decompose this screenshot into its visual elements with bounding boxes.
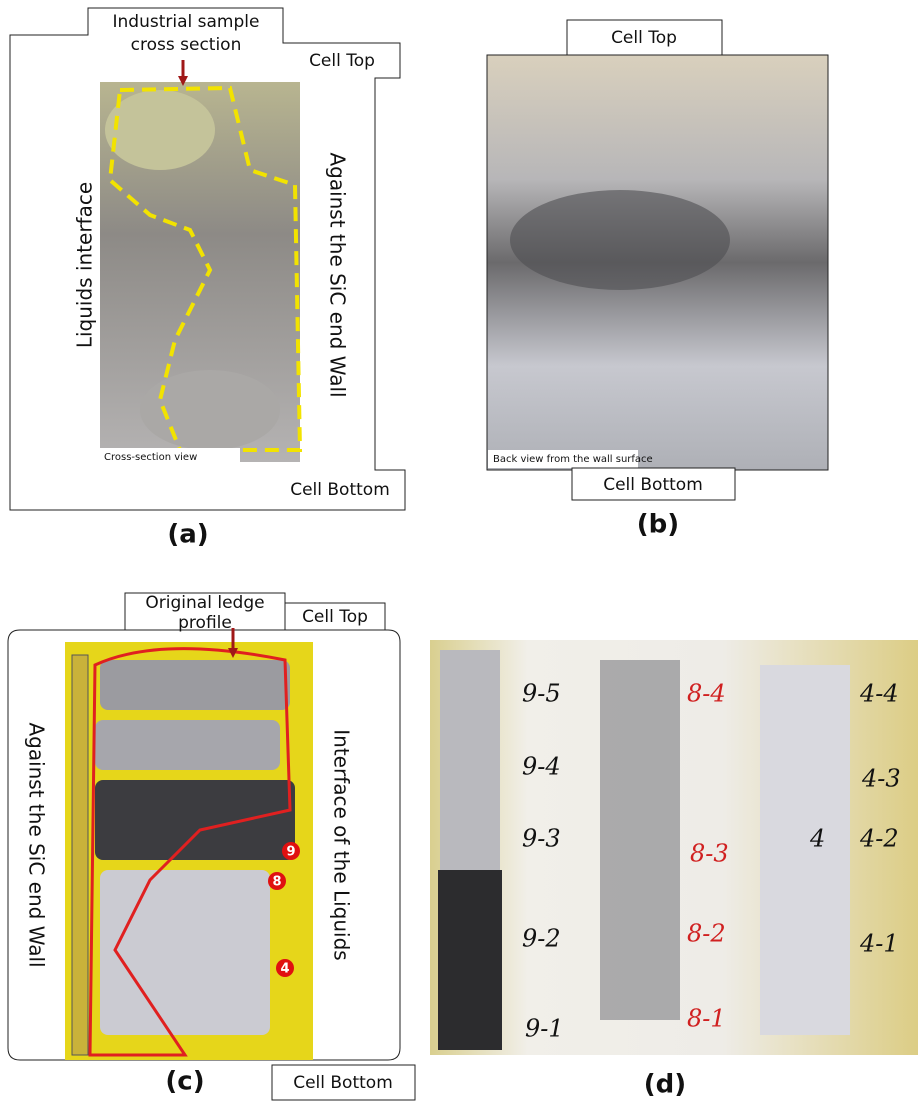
panel-label: (b) xyxy=(637,510,679,540)
sample-tag: 8-4 xyxy=(687,680,726,708)
caption: Original ledge xyxy=(145,593,264,613)
photo-detail xyxy=(140,370,280,450)
marker-label: 8 xyxy=(272,875,281,890)
photo-detail xyxy=(105,90,215,170)
sample-tag: 4 xyxy=(809,825,825,853)
sample-tag: 4-4 xyxy=(859,680,899,708)
sample-tag: 4-2 xyxy=(859,825,899,853)
sample-tag: 9-2 xyxy=(522,925,561,953)
marker-label: 9 xyxy=(286,845,295,860)
panel-label: (a) xyxy=(167,520,208,550)
sample-tag: 8-3 xyxy=(690,840,729,868)
caption: cross section xyxy=(131,35,242,55)
top-label: Cell Top xyxy=(611,28,677,48)
view-label: Back view from the wall surface xyxy=(493,454,653,465)
photo-detail xyxy=(510,190,730,290)
sample xyxy=(438,870,502,1050)
side-label: Interface of the Liquids xyxy=(330,729,354,960)
top-label: Cell Top xyxy=(302,607,368,627)
sample-tag: 9-1 xyxy=(525,1015,564,1043)
figure: Industrial sample cross section Cell Top… xyxy=(0,0,919,1106)
sample-tag: 9-5 xyxy=(522,680,561,708)
view-label: Cross-section view xyxy=(104,452,197,463)
side-label: Against the SiC end Wall xyxy=(326,152,350,397)
sample-tag: 4-3 xyxy=(861,765,901,793)
caption: Industrial sample xyxy=(113,12,260,32)
sample xyxy=(600,660,680,1020)
bottom-label: Cell Bottom xyxy=(603,475,703,495)
side-label: Against the SiC end Wall xyxy=(25,722,49,967)
panel-label: (d) xyxy=(644,1070,686,1100)
bottom-label: Cell Bottom xyxy=(290,480,390,500)
sample-tag: 9-4 xyxy=(522,753,561,781)
marker-label: 4 xyxy=(280,962,289,977)
sample-tag: 4-1 xyxy=(859,930,899,958)
side-label: Liquids interface xyxy=(73,182,97,348)
caption: profile xyxy=(178,613,232,633)
sample-tag: 9-3 xyxy=(522,825,561,853)
sample xyxy=(760,665,850,1035)
sample-tag: 8-1 xyxy=(687,1005,726,1033)
sample-tag: 8-2 xyxy=(687,920,726,948)
top-label: Cell Top xyxy=(309,51,375,71)
panel-label: (c) xyxy=(165,1067,204,1097)
ruler xyxy=(72,655,88,1055)
bottom-label: Cell Bottom xyxy=(293,1073,393,1093)
